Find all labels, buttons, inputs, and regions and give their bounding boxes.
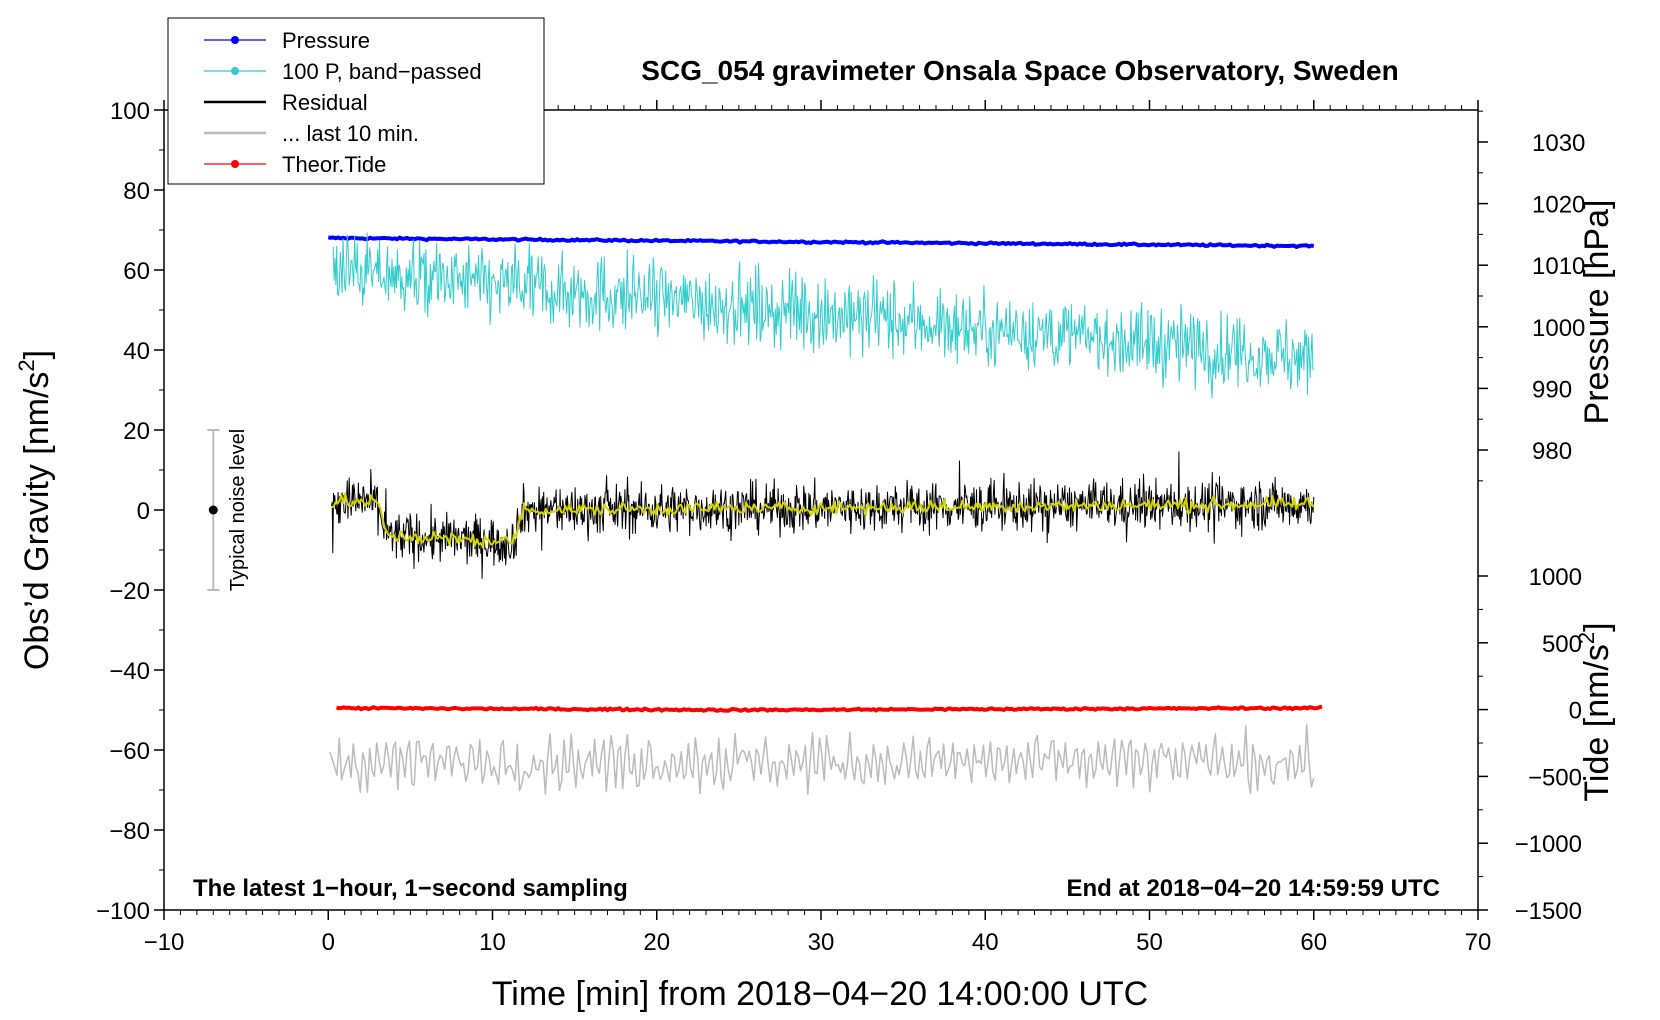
y-axis-label-text: Obs’d Gravity [nm/s [18, 372, 56, 671]
y-tick-label: −80 [109, 818, 150, 845]
annotation-end-time: End at 2018−04−20 14:59:59 UTC [1066, 875, 1440, 902]
noise-level-bar [207, 429, 220, 591]
series-layer [328, 232, 1323, 795]
y-tick-label: −100 [96, 898, 150, 925]
tide-tick-label: 500 [1542, 631, 1582, 658]
y-tick-label: 40 [123, 338, 150, 365]
legend-marker [231, 67, 239, 75]
y-tick-label: 0 [137, 498, 150, 525]
legend-label: Theor.Tide [282, 152, 386, 177]
tide-tick-label: 0 [1569, 698, 1582, 725]
noise-level-label: Typical noise level [227, 429, 249, 591]
pressure-tick-label: 1020 [1532, 192, 1585, 219]
tide-tick-label: −1500 [1515, 898, 1582, 925]
series-theor-tide [335, 704, 1323, 713]
tide-tick-label: −500 [1528, 764, 1582, 791]
pressure-tick-label: 990 [1532, 376, 1572, 403]
pressure-tick-label: 980 [1532, 438, 1572, 465]
x-tick-label: −10 [144, 929, 185, 956]
noise-bar-center [208, 505, 218, 515]
annotation-sampling: The latest 1−hour, 1−second sampling [193, 875, 628, 902]
x-tick-label: 10 [479, 929, 506, 956]
x-tick-label: 0 [322, 929, 335, 956]
tide-axis-label-close: ] [1578, 622, 1616, 631]
y-tick-label: 100 [110, 98, 150, 125]
tide-axis-label-text: Tide [nm/s [1578, 644, 1616, 801]
series-residual-smoothed [331, 492, 1315, 549]
tide-tick-label: −1000 [1515, 831, 1582, 858]
x-tick-label: 40 [972, 929, 999, 956]
x-tick-label: 70 [1465, 929, 1492, 956]
series-100-p-band-passed [332, 232, 1315, 399]
y-tick-label: −20 [109, 578, 150, 605]
pressure-tick-label: 1000 [1532, 315, 1585, 342]
pressure-tick-label: 1030 [1532, 130, 1585, 157]
y-tick-label: 20 [123, 418, 150, 445]
pressure-tick-label: 1010 [1532, 253, 1585, 280]
legend-label: ... last 10 min. [282, 121, 419, 146]
y-tick-label: 80 [123, 178, 150, 205]
y-axis-label-sup: 2 [14, 359, 39, 371]
tide-axis-label: Tide [nm/s2] [1574, 622, 1616, 801]
legend-label: Residual [282, 90, 368, 115]
tide-axis-label-sup: 2 [1574, 632, 1599, 644]
chart-title: SCG_054 gravimeter Onsala Space Observat… [641, 55, 1398, 86]
legend-marker [231, 36, 239, 44]
legend-label: 100 P, band−passed [282, 59, 482, 84]
x-tick-label: 50 [1136, 929, 1163, 956]
axis-ticks: −10 0 10 20 30 40 50 60 70−100−80−60−40−20020406… [96, 98, 1585, 956]
series-last-10-min [329, 724, 1315, 795]
x-axis-label: Time [min] from 2018−04−20 14:00:00 UTC [492, 975, 1148, 1013]
y-axis-label: Obs’d Gravity [nm/s2] [14, 350, 56, 670]
legend: Pressure 100 P, band−passed Residual ... la… [167, 17, 545, 185]
x-tick-label: 20 [643, 929, 670, 956]
y-axis-label-close: ] [18, 350, 56, 359]
pressure-axis-label: Pressure [hPa] [1578, 200, 1616, 425]
y-tick-label: −60 [109, 738, 150, 765]
x-tick-label: 30 [808, 929, 835, 956]
tide-tick-label: 1000 [1529, 564, 1582, 591]
x-tick-label: 60 [1300, 929, 1327, 956]
legend-label: Pressure [282, 28, 370, 53]
y-tick-label: 60 [123, 258, 150, 285]
legend-marker [231, 160, 239, 168]
y-tick-label: −40 [109, 658, 150, 685]
series-pressure [328, 235, 1315, 249]
